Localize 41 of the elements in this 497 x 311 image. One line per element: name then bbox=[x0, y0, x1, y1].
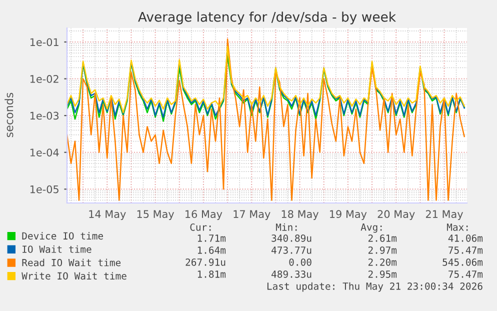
text: 41.06m bbox=[448, 234, 483, 242]
text: 2.95m bbox=[368, 270, 397, 278]
text: 75.47m bbox=[448, 270, 483, 278]
text: Last update: Thu May 21 23:00:34 2026 bbox=[267, 282, 482, 292]
text: 1.64m bbox=[198, 246, 226, 254]
x-tick-label: 16 May bbox=[186, 210, 222, 220]
line-series bbox=[67, 38, 465, 201]
text: 2.97m bbox=[368, 246, 397, 254]
text: Max: bbox=[446, 224, 468, 231]
text: 75.47m bbox=[448, 246, 483, 254]
text: Cur: bbox=[190, 223, 211, 231]
y-tick-label: 1e-04 bbox=[30, 148, 59, 156]
x-tick-label: 20 May bbox=[378, 210, 415, 220]
x-tick-label: 14 May bbox=[89, 210, 126, 220]
text: 1.81m bbox=[198, 270, 226, 278]
legend-label: Read IO Wait time bbox=[22, 258, 121, 266]
x-tick-label: 17 May bbox=[234, 210, 270, 220]
x-tick-label: 21 May bbox=[426, 210, 463, 220]
legend-label: IO Wait time bbox=[22, 245, 92, 253]
y-tick-label: 1e-05 bbox=[30, 185, 58, 194]
text: Avg: bbox=[360, 224, 382, 233]
y-tick-label: 1e-01 bbox=[30, 38, 58, 46]
legend-label: Write IO Wait time bbox=[22, 272, 126, 280]
y-tick-label: 1e-03 bbox=[30, 112, 59, 120]
text: 340.89u bbox=[272, 234, 312, 242]
text: 0.00 bbox=[289, 258, 312, 266]
text: 267.91u bbox=[186, 258, 226, 266]
text: Min: bbox=[276, 223, 297, 231]
text: 2.20m bbox=[368, 258, 397, 266]
x-tick-label: 18 May bbox=[282, 210, 319, 220]
x-tick-label: 15 May bbox=[137, 210, 174, 220]
text: 473.77u bbox=[272, 246, 312, 254]
text: 1.71m bbox=[198, 234, 226, 242]
text: 545.06m bbox=[442, 258, 483, 266]
text: 489.33u bbox=[272, 270, 312, 278]
chart-title: Average latency for /dev/sda - by week bbox=[138, 12, 396, 24]
legend-label: Device IO time bbox=[22, 232, 103, 240]
y-tick-label: 1e-02 bbox=[30, 75, 58, 83]
text: 2.61m bbox=[368, 234, 397, 242]
x-tick-label: 19 May bbox=[330, 210, 367, 220]
y-axis-title: seconds bbox=[4, 92, 14, 138]
